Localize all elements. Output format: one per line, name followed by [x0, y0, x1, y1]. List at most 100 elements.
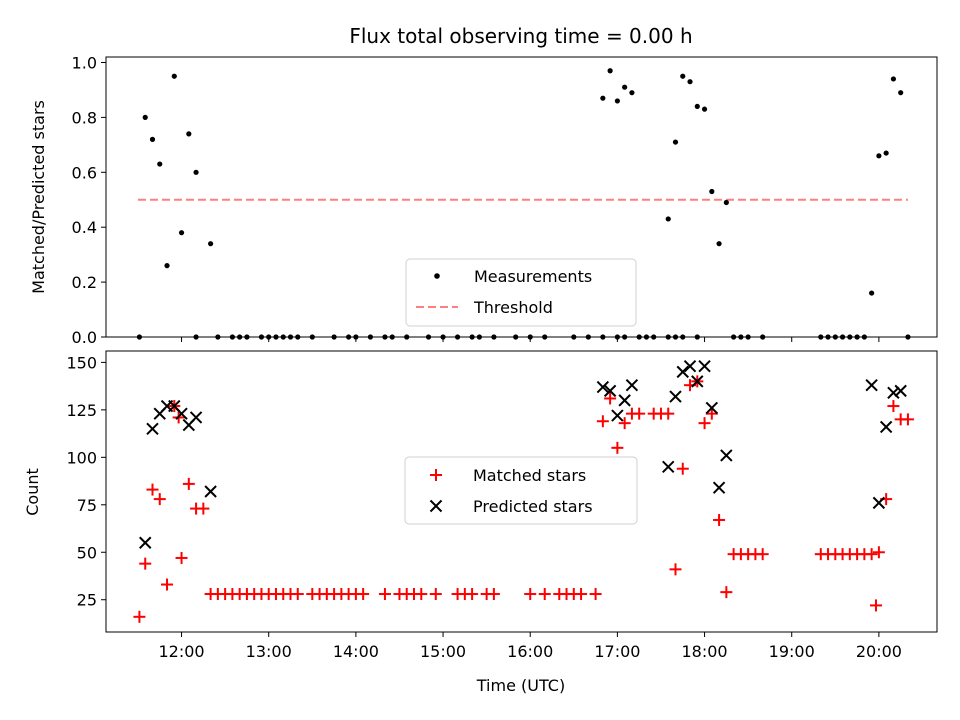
matched-star-point [676, 462, 689, 475]
matched-star-point [720, 586, 733, 599]
matched-star-point [466, 588, 479, 601]
x-axis-label: Time (UTC) [476, 676, 565, 695]
measurement-point [701, 106, 708, 112]
matched-star-point [182, 477, 195, 490]
bottom-y-tick-label: 125 [66, 401, 97, 420]
legend-matched-marker [430, 469, 442, 481]
predicted-star-point [705, 401, 719, 415]
top-y-tick-label: 1.0 [72, 53, 97, 72]
measurement-point [818, 334, 824, 340]
chart-title: Flux total observing time = 0.00 h [349, 24, 692, 48]
legend-predicted-label: Predicted stars [473, 497, 593, 516]
measurement-point [614, 334, 620, 340]
matched-star-point [869, 599, 882, 612]
measurement-point [142, 114, 148, 120]
matched-star-point [575, 588, 588, 601]
bottom-y-tick-label: 50 [77, 543, 97, 562]
bottom-x-tick-label: 19:00 [769, 642, 815, 661]
measurement-point [389, 334, 395, 340]
bottom-plot-frame [105, 350, 938, 633]
measurement-point [346, 334, 352, 340]
predicted-star-point [618, 394, 631, 407]
measurement-point [847, 334, 853, 340]
measurement-point [280, 334, 286, 340]
bottom-y-tick-label: 25 [77, 591, 97, 610]
predicted-star-point [175, 407, 188, 420]
measurement-point [869, 290, 875, 296]
matched-star-point [596, 415, 609, 428]
measurement-point [832, 334, 838, 340]
measurement-point [367, 334, 374, 340]
measurement-point [629, 90, 635, 96]
matched-star-point [633, 407, 646, 420]
matched-star-point [146, 483, 159, 496]
measurement-point [680, 334, 686, 340]
matched-star-point [887, 400, 900, 413]
measurement-point [229, 334, 235, 340]
measurement-point [890, 76, 897, 82]
measurement-point [476, 334, 482, 340]
predicted-star-point [596, 380, 610, 394]
measurement-point [600, 95, 606, 101]
measurement-point [527, 334, 533, 340]
matched-star-point [153, 493, 166, 506]
measurement-point [687, 79, 693, 85]
measurement-point [622, 334, 628, 340]
measurement-point [571, 334, 577, 340]
measurement-point [513, 334, 519, 340]
matched-star-point [415, 588, 428, 601]
matched-star-point [698, 417, 711, 430]
matched-star-point [705, 407, 718, 420]
measurement-point [215, 334, 221, 340]
legend-measurements-marker [434, 273, 440, 279]
measurement-point [672, 334, 679, 340]
legend-measurements-label: Measurements [474, 267, 592, 286]
measurement-point [454, 334, 461, 340]
top-y-ticks: 0.0 0.2 0.4 0.6 0.8 1.0 [72, 53, 106, 347]
bottom-x-ticks: 12:00 13:00 14:00 15:00 16:00 17:00 18:00 19:00… [158, 632, 902, 661]
measurement-point [760, 334, 766, 340]
bottom-x-tick-label: 17:00 [594, 642, 640, 661]
predicted-star-point [676, 365, 689, 379]
matched-star-point [901, 413, 914, 426]
matched-star-point [133, 610, 146, 623]
bottom-x-tick-label: 20:00 [856, 642, 902, 661]
matched-star-point [589, 588, 602, 601]
measurement-point [425, 334, 432, 340]
measurement-point [404, 334, 410, 340]
bottom-legend-box [404, 456, 638, 525]
measurement-point [745, 334, 751, 340]
measurement-point [266, 334, 272, 340]
predicted-star-point [691, 375, 704, 388]
predicted-star-point [698, 359, 711, 373]
bottom-y-ticks: 25 50 75 100 125 150 [66, 353, 106, 610]
predicted-star-point [669, 390, 682, 403]
measurement-point [157, 161, 163, 167]
measurement-point [186, 131, 192, 137]
measurement-point [738, 334, 744, 340]
measurement-point [440, 334, 446, 340]
measurement-point [295, 334, 301, 340]
measurement-point [723, 199, 729, 206]
bottom-y-tick-label: 100 [66, 448, 97, 467]
matched-star-point [611, 441, 624, 454]
measurement-point [651, 334, 657, 340]
measurement-point [854, 334, 860, 340]
measurement-point [258, 334, 265, 340]
bottom-x-tick-label: 14:00 [333, 642, 379, 661]
measurement-point [469, 334, 475, 340]
matched-star-point [865, 548, 878, 561]
matched-star-point [872, 546, 885, 559]
matched-star-point [139, 557, 152, 570]
bottom-x-tick-label: 16:00 [507, 642, 553, 661]
predicted-star-point [662, 460, 675, 474]
measurement-point [193, 334, 199, 340]
matched-star-point [604, 392, 617, 405]
measurement-point [164, 263, 170, 269]
measurement-point [861, 334, 867, 340]
matched-star-point [197, 502, 210, 515]
predicted-star-point [146, 422, 159, 436]
measurement-point [883, 150, 889, 156]
bottom-panel: 25 50 75 100 125 150 12:00 13:00 14:00 15:00 16:0… [23, 350, 938, 695]
measurement-point [309, 334, 315, 340]
